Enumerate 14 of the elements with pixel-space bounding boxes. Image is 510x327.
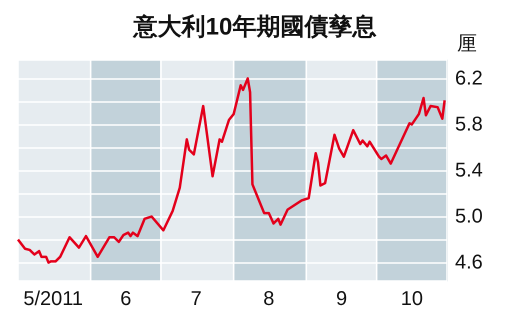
y-axis-title: 厘 [457, 33, 477, 55]
x-tick-label: 10 [400, 288, 423, 310]
chart-title: 意大利10年期國債孳息 [132, 12, 376, 40]
y-tick-label: 5.8 [455, 113, 483, 136]
x-tick-label: 6 [120, 288, 132, 310]
x-tick-label: 5/2011 [23, 288, 84, 310]
y-tick-label: 5.0 [455, 206, 483, 228]
line-series [16, 77, 446, 264]
y-tick-label: 6.2 [455, 67, 483, 90]
y-tick-label: 4.6 [455, 252, 483, 274]
x-tick-label: 7 [190, 288, 202, 310]
y-tick-label: 5.4 [455, 160, 483, 182]
x-tick-label: 8 [263, 288, 274, 310]
x-tick-label: 9 [336, 288, 348, 310]
